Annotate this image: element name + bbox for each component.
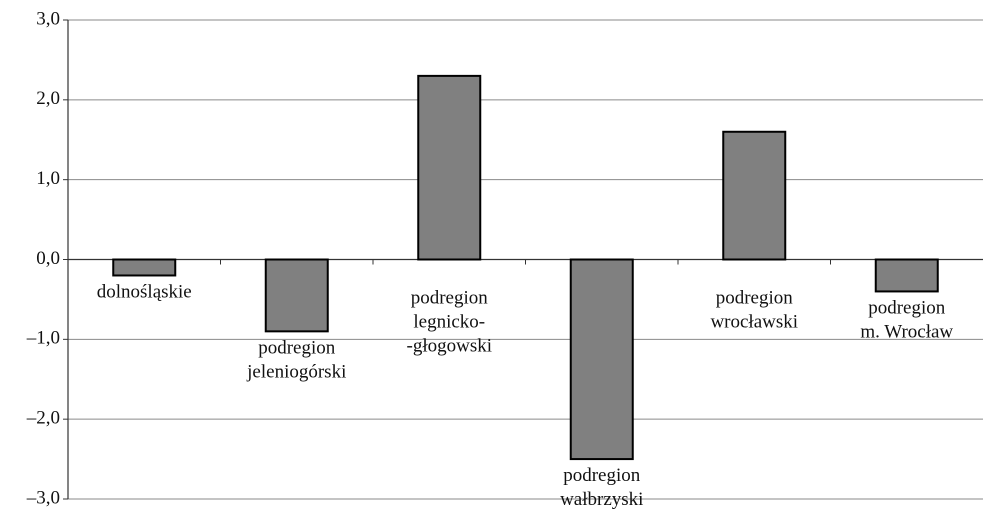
- y-tick-label: 0,0: [36, 248, 60, 269]
- x-tick-label-line: dolnośląskie: [97, 282, 192, 303]
- y-tick-label: 1,0: [36, 168, 60, 189]
- x-tick-label-line: podregion: [563, 465, 641, 486]
- x-tick-label-line: podregion: [411, 288, 489, 309]
- x-tick-label-line: wałbrzyski: [560, 489, 643, 510]
- x-tick-label: podregion legnicko- -głogowski: [407, 288, 493, 357]
- y-tick-label: –3,0: [26, 487, 60, 508]
- x-tick-label: podregion wrocławski: [710, 288, 798, 333]
- bar: [417, 74, 482, 261]
- bar: [569, 258, 634, 461]
- bar: [874, 258, 939, 293]
- x-tick-label-line: jeleniogórski: [246, 362, 346, 383]
- x-tick-label: dolnośląskie: [97, 282, 192, 303]
- x-tick-label: podregion m. Wrocław: [860, 298, 953, 343]
- x-tick-label-line: podregion: [868, 298, 946, 319]
- bar: [112, 258, 177, 277]
- bar: [264, 258, 329, 333]
- x-tick-label-line: podregion: [716, 288, 794, 309]
- y-tick-label: 3,0: [36, 8, 60, 29]
- x-tick-label-line: wrocławski: [710, 312, 798, 333]
- y-tick-label: –2,0: [26, 408, 60, 429]
- x-tick-label-line: legnicko-: [413, 312, 485, 333]
- y-tick-label: 2,0: [36, 88, 60, 109]
- y-tick-label: –1,0: [26, 328, 60, 349]
- x-tick-label-line: m. Wrocław: [860, 322, 953, 343]
- x-tick-label: podregion wałbrzyski: [560, 465, 643, 510]
- x-tick-label: podregion jeleniogórski: [246, 338, 346, 383]
- bar: [722, 130, 787, 261]
- x-tick-label-line: -głogowski: [407, 336, 493, 357]
- x-tick-label-line: podregion: [258, 338, 336, 359]
